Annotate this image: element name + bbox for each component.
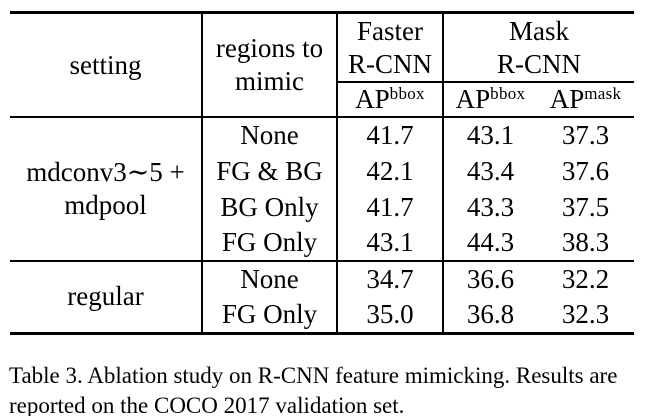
cell-mask-ap-mask: 32.3 [561, 298, 610, 329]
cell-mask-ap-bbox: 43.4 [466, 155, 515, 186]
cell-regions: FG Only [202, 297, 338, 333]
table-caption: Table 3. Ablation study on R-CNN feature… [9, 361, 637, 416]
header-mask-ap-bbox: APbbox [443, 82, 537, 118]
cell-faster-ap-bbox: 42.1 [337, 153, 444, 189]
cell-regions: None [202, 261, 338, 297]
ap-label: AP [355, 84, 390, 115]
caption-line2: reported on the COCO 2017 validation set… [9, 392, 405, 416]
ap-label: AP [549, 84, 585, 115]
paper-page: setting regions to mimic Faster R-CNN Ma… [0, 11, 646, 416]
cell-faster-ap-bbox: 43.1 [337, 225, 444, 262]
ap-superscript-mask: mask [584, 84, 622, 104]
header-mask-line1: Mask [509, 15, 569, 46]
cell-mask-ap-bbox: 43.1 [466, 120, 515, 151]
header-regions-line2: mimic [235, 66, 304, 96]
cell-mask-ap-mask: 37.6 [561, 155, 610, 186]
ap-superscript-bbox: bbox [490, 84, 526, 104]
table-row: FG & BG 42.1 43.4 37.6 [10, 153, 634, 189]
header-row-metrics: APbbox APbbox APmask [10, 82, 635, 118]
ap-label: AP [455, 84, 491, 115]
setting-line2: mdpool [64, 190, 147, 220]
group-mdconv-mdpool: mdconv3∼5 + mdpool None 41.7 43.1 37.3 F… [10, 117, 635, 262]
cell-mask-ap-mask: 38.3 [537, 225, 635, 262]
cell-mask-ap-bbox: 36.8 [466, 298, 515, 329]
cell-mask-ap-mask: 37.3 [561, 120, 610, 151]
cell-faster-ap-bbox: 41.7 [337, 189, 444, 225]
header-faster-line2: R-CNN [347, 48, 432, 79]
header-mask-ap-mask: APmask [537, 82, 635, 118]
header-row-group-labels: setting regions to mimic Faster R-CNN Ma… [10, 12, 635, 118]
header-faster-line1: Faster [357, 15, 423, 46]
cell-faster-ap-bbox: 35.0 [337, 297, 444, 333]
table-row: FG Only 35.0 36.8 32.3 [10, 297, 634, 333]
cell-setting-regular: regular [10, 261, 203, 333]
cell-faster-ap-bbox: 41.7 [337, 117, 444, 153]
table-row: FG Only 43.1 44.3 38.3 [10, 225, 635, 262]
cell-regions: FG & BG [202, 153, 338, 189]
ablation-table: setting regions to mimic Faster R-CNN Ma… [10, 11, 635, 335]
table-row: mdconv3∼5 + mdpool None 41.7 43.1 37.3 [10, 117, 634, 262]
cell-faster-ap-bbox: 34.7 [337, 261, 444, 297]
table-row: BG Only 41.7 43.3 37.5 [10, 189, 634, 225]
ap-superscript-bbox: bbox [389, 84, 425, 104]
header-regions-line1: regions to [215, 33, 324, 64]
header-mask-rcnn: Mask R-CNN [443, 12, 635, 83]
header-setting: setting [10, 12, 203, 118]
table-row: regular None 34.7 36.6 32.2 [10, 261, 634, 333]
caption-line1: Table 3. Ablation study on R-CNN feature… [9, 362, 618, 388]
cell-mask-ap-mask: 37.5 [561, 191, 610, 222]
cell-regions: BG Only [202, 189, 338, 225]
header-faster-rcnn: Faster R-CNN [337, 12, 444, 83]
cell-regions: None [202, 117, 338, 153]
header-mask-line2: R-CNN [497, 48, 582, 79]
header-regions-to-mimic: regions to mimic [202, 12, 338, 118]
cell-mask-ap-bbox: 44.3 [443, 225, 537, 262]
cell-regions: FG Only [202, 225, 338, 262]
cell-mask-ap-bbox: 43.3 [466, 191, 515, 222]
cell-mask-ap-mask: 32.2 [561, 264, 610, 295]
setting-line1: mdconv3∼5 + [26, 157, 185, 188]
cell-mask-ap-bbox: 36.6 [466, 264, 515, 295]
cell-setting-mdconv: mdconv3∼5 + mdpool [10, 117, 203, 262]
header-faster-ap-bbox: APbbox [337, 82, 444, 118]
table-header: setting regions to mimic Faster R-CNN Ma… [10, 12, 635, 118]
group-regular: regular None 34.7 36.6 32.2 FG Only 35.0… [10, 261, 634, 333]
